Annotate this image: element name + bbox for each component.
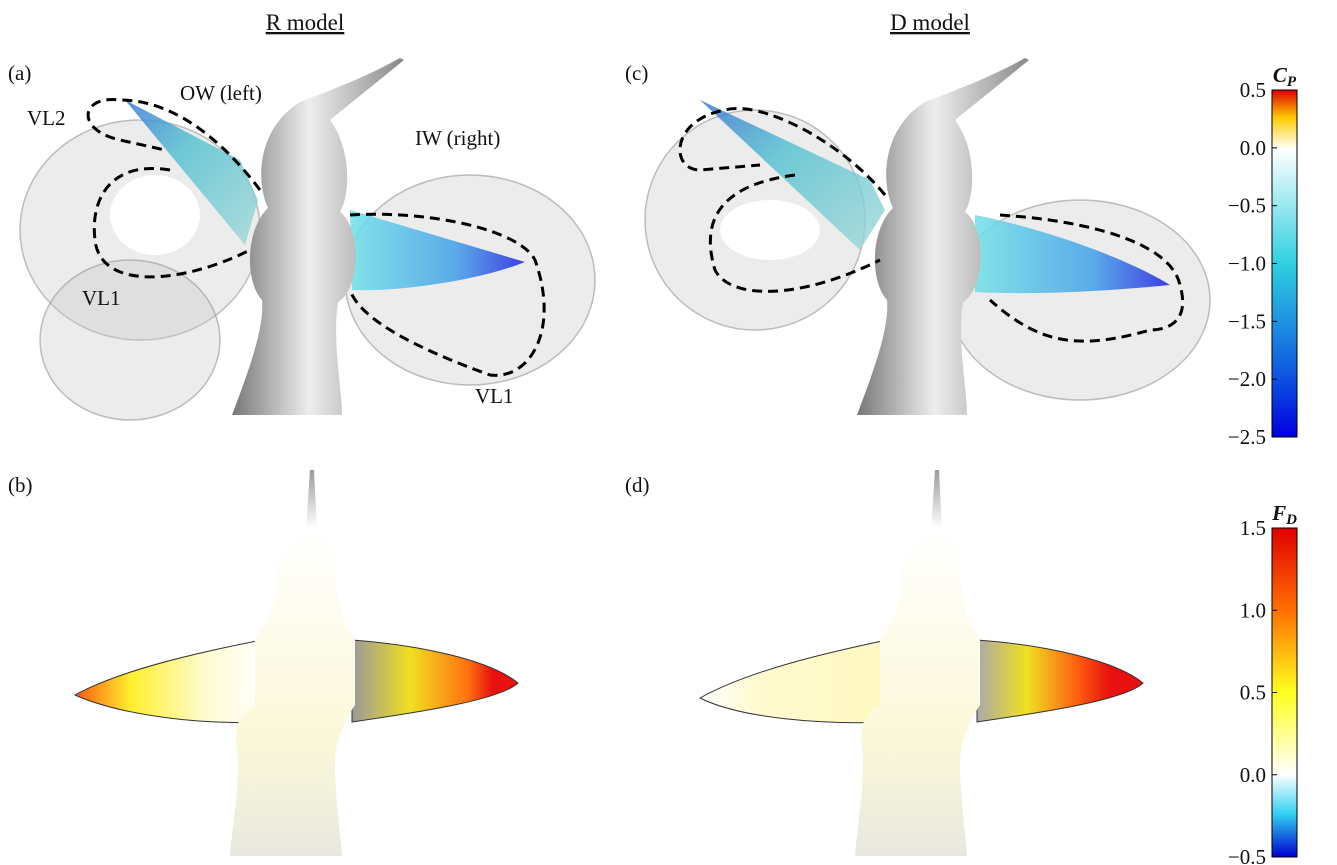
subscript: D bbox=[1285, 512, 1297, 528]
panel-label: (a) bbox=[8, 61, 31, 85]
subscript: P bbox=[1287, 74, 1297, 90]
panel-label: (b) bbox=[8, 473, 33, 497]
tick-label: 0.0 bbox=[1240, 136, 1266, 160]
tick-label: −2.0 bbox=[1228, 367, 1266, 391]
annotation: VL2 bbox=[27, 106, 66, 130]
tick-label: −1.0 bbox=[1228, 252, 1266, 276]
annotation: IW (right) bbox=[415, 126, 500, 150]
tick-label: −0.5 bbox=[1228, 194, 1266, 218]
tick-label: −2.5 bbox=[1228, 425, 1266, 449]
symbol: C bbox=[1273, 63, 1288, 87]
tick-label: 1.0 bbox=[1240, 598, 1266, 622]
annotation: OW (left) bbox=[180, 81, 262, 105]
tick-label: 0.5 bbox=[1240, 78, 1266, 102]
panel-b bbox=[73, 470, 519, 856]
panel-c bbox=[644, 58, 1211, 415]
tick-label: 0.5 bbox=[1240, 681, 1266, 705]
panel-a bbox=[19, 58, 596, 421]
panel-label: (d) bbox=[625, 473, 650, 497]
colorbar-title: FD bbox=[1271, 501, 1297, 528]
tick-label: −1.5 bbox=[1228, 309, 1266, 333]
symbol: F bbox=[1271, 501, 1286, 525]
colorbar-title: CP bbox=[1273, 63, 1297, 90]
annotation: VL1 bbox=[475, 384, 514, 408]
panel-label: (c) bbox=[625, 61, 648, 85]
annotation: VL1 bbox=[82, 286, 121, 310]
tick-label: −0.5 bbox=[1228, 845, 1266, 865]
column-title: R model bbox=[266, 10, 345, 35]
panel-d bbox=[698, 470, 1144, 856]
tick-label: 1.5 bbox=[1240, 516, 1266, 540]
tick-label: 0.0 bbox=[1240, 763, 1266, 787]
column-title: D model bbox=[890, 10, 970, 35]
